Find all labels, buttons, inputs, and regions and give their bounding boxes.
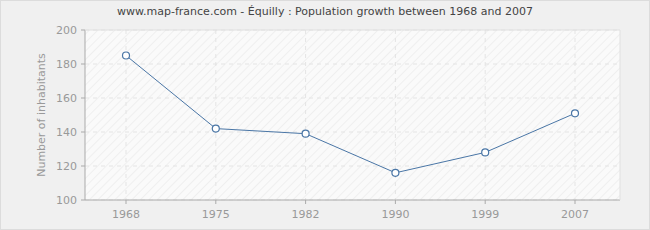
- tick: [485, 200, 486, 204]
- tick-label: 180: [56, 58, 77, 71]
- background: [1, 1, 650, 230]
- frame: [85, 30, 620, 31]
- chart: 100 120 140 160 180 200 1968 1975 1982 1990 1999 20…: [0, 0, 650, 230]
- grid-line: [85, 132, 620, 133]
- tick: [81, 30, 85, 31]
- marker: [482, 149, 489, 156]
- tick-label: 1990: [381, 208, 409, 221]
- grid-line: [85, 166, 620, 167]
- series: [123, 52, 579, 176]
- tick: [215, 200, 216, 204]
- marker: [212, 125, 219, 132]
- tick: [81, 132, 85, 133]
- frame: [620, 30, 621, 200]
- line: [126, 56, 575, 173]
- marker: [123, 52, 130, 59]
- grid-line: [85, 64, 620, 65]
- plot-area: [85, 30, 620, 200]
- tick-label: 1999: [471, 208, 499, 221]
- tick: [575, 200, 576, 204]
- tick: [81, 166, 85, 167]
- grid-line: [305, 30, 306, 200]
- x-axis: [85, 200, 620, 201]
- marker: [302, 130, 309, 137]
- tick-label: 200: [56, 24, 77, 37]
- tick: [81, 200, 85, 201]
- tick-label: 1975: [202, 208, 230, 221]
- tick-label: 1982: [292, 208, 320, 221]
- grid-line: [85, 98, 620, 99]
- tick-label: 160: [56, 92, 77, 105]
- tick-label: 100: [56, 194, 77, 207]
- tick: [126, 200, 127, 204]
- tick: [81, 64, 85, 65]
- marker: [392, 169, 399, 176]
- tick: [395, 200, 396, 204]
- marker: [572, 110, 579, 117]
- tick-label: 2007: [561, 208, 589, 221]
- grid-line: [85, 30, 620, 31]
- title: www.map-france.com - Équilly : Populatio…: [117, 5, 533, 18]
- grid-line: [215, 30, 216, 200]
- tick-label: 1968: [112, 208, 140, 221]
- tick: [81, 98, 85, 99]
- tick-label: 120: [56, 160, 77, 173]
- y-axis: [85, 30, 86, 200]
- tick: [305, 200, 306, 204]
- grid-line: [485, 30, 486, 200]
- grid-line: [85, 200, 620, 201]
- axis-label: Number of inhabitants: [35, 53, 48, 177]
- tick-label: 140: [56, 126, 77, 139]
